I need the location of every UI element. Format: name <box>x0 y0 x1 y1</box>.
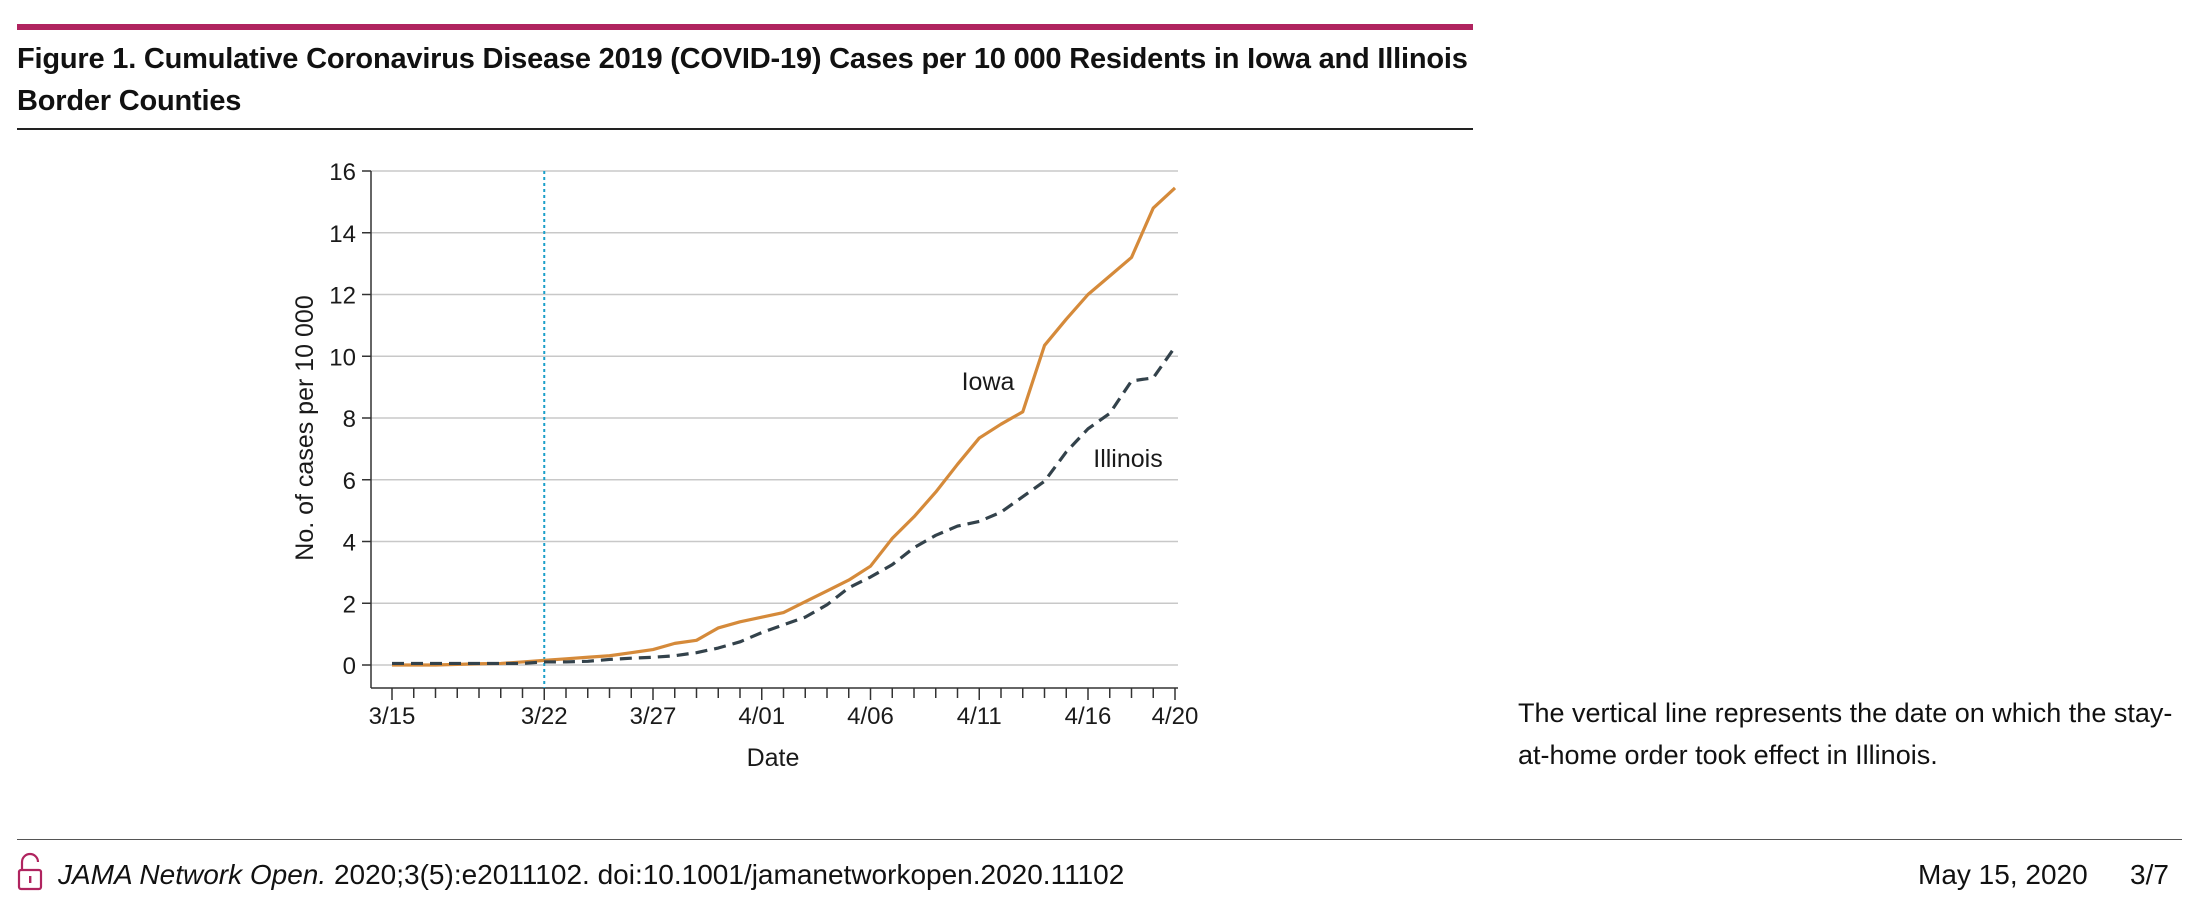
series-label-illinois: Illinois <box>1093 445 1162 473</box>
journal-name: JAMA Network Open. <box>58 859 327 890</box>
page-number: 3/7 <box>2130 859 2169 890</box>
series-label-iowa: Iowa <box>962 368 1015 396</box>
figure-title: Figure 1. Cumulative Coronavirus Disease… <box>17 43 1468 117</box>
y-tick-label: 4 <box>343 530 356 557</box>
open-lock-icon <box>17 852 43 891</box>
x-tick-label: 4/11 <box>957 703 1002 730</box>
x-tick-label: 4/16 <box>1065 703 1112 730</box>
publication-date: May 15, 2020 <box>1918 859 2088 890</box>
x-tick-label: 4/20 <box>1152 703 1199 730</box>
x-tick-label: 3/27 <box>630 703 677 730</box>
citation-text: 2020;3(5):e2011102. doi:10.1001/jamanetw… <box>326 859 1125 890</box>
figure-accent-rule <box>17 24 1473 30</box>
chart-series-group <box>392 186 1177 667</box>
y-tick-label: 0 <box>343 653 356 680</box>
y-tick-label: 12 <box>329 283 356 310</box>
figure-caption: The vertical line represents the date on… <box>1518 698 2173 770</box>
x-axis-label: Date <box>747 744 800 772</box>
y-tick-label: 2 <box>343 591 356 618</box>
y-axis-label: No. of cases per 10 000 <box>291 295 319 560</box>
chart-gridlines <box>371 170 1178 666</box>
x-tick-label: 4/01 <box>738 703 785 730</box>
y-tick-label: 10 <box>329 344 356 371</box>
x-tick-label: 3/15 <box>369 703 416 730</box>
x-tick-label: 3/22 <box>521 703 568 730</box>
y-tick-label: 16 <box>329 159 356 186</box>
title-divider <box>17 128 1473 130</box>
y-tick-label: 14 <box>329 221 356 248</box>
footer-citation: JAMA Network Open. 2020;3(5):e2011102. d… <box>58 858 1124 892</box>
y-tick-label: 8 <box>343 406 356 433</box>
x-tick-label: 4/06 <box>847 703 894 730</box>
footer-divider <box>17 839 2182 840</box>
y-tick-label: 6 <box>343 468 356 495</box>
chart-axes: 0 2 4 6 8 10 12 14 16 3/15 3/22 3/27 4/01 4/06 4/11 4/1… <box>329 159 1198 730</box>
series-line-illinois <box>392 346 1177 666</box>
chart-labels-group: Iowa Illinois <box>962 368 1163 473</box>
series-line-iowa <box>392 186 1177 667</box>
